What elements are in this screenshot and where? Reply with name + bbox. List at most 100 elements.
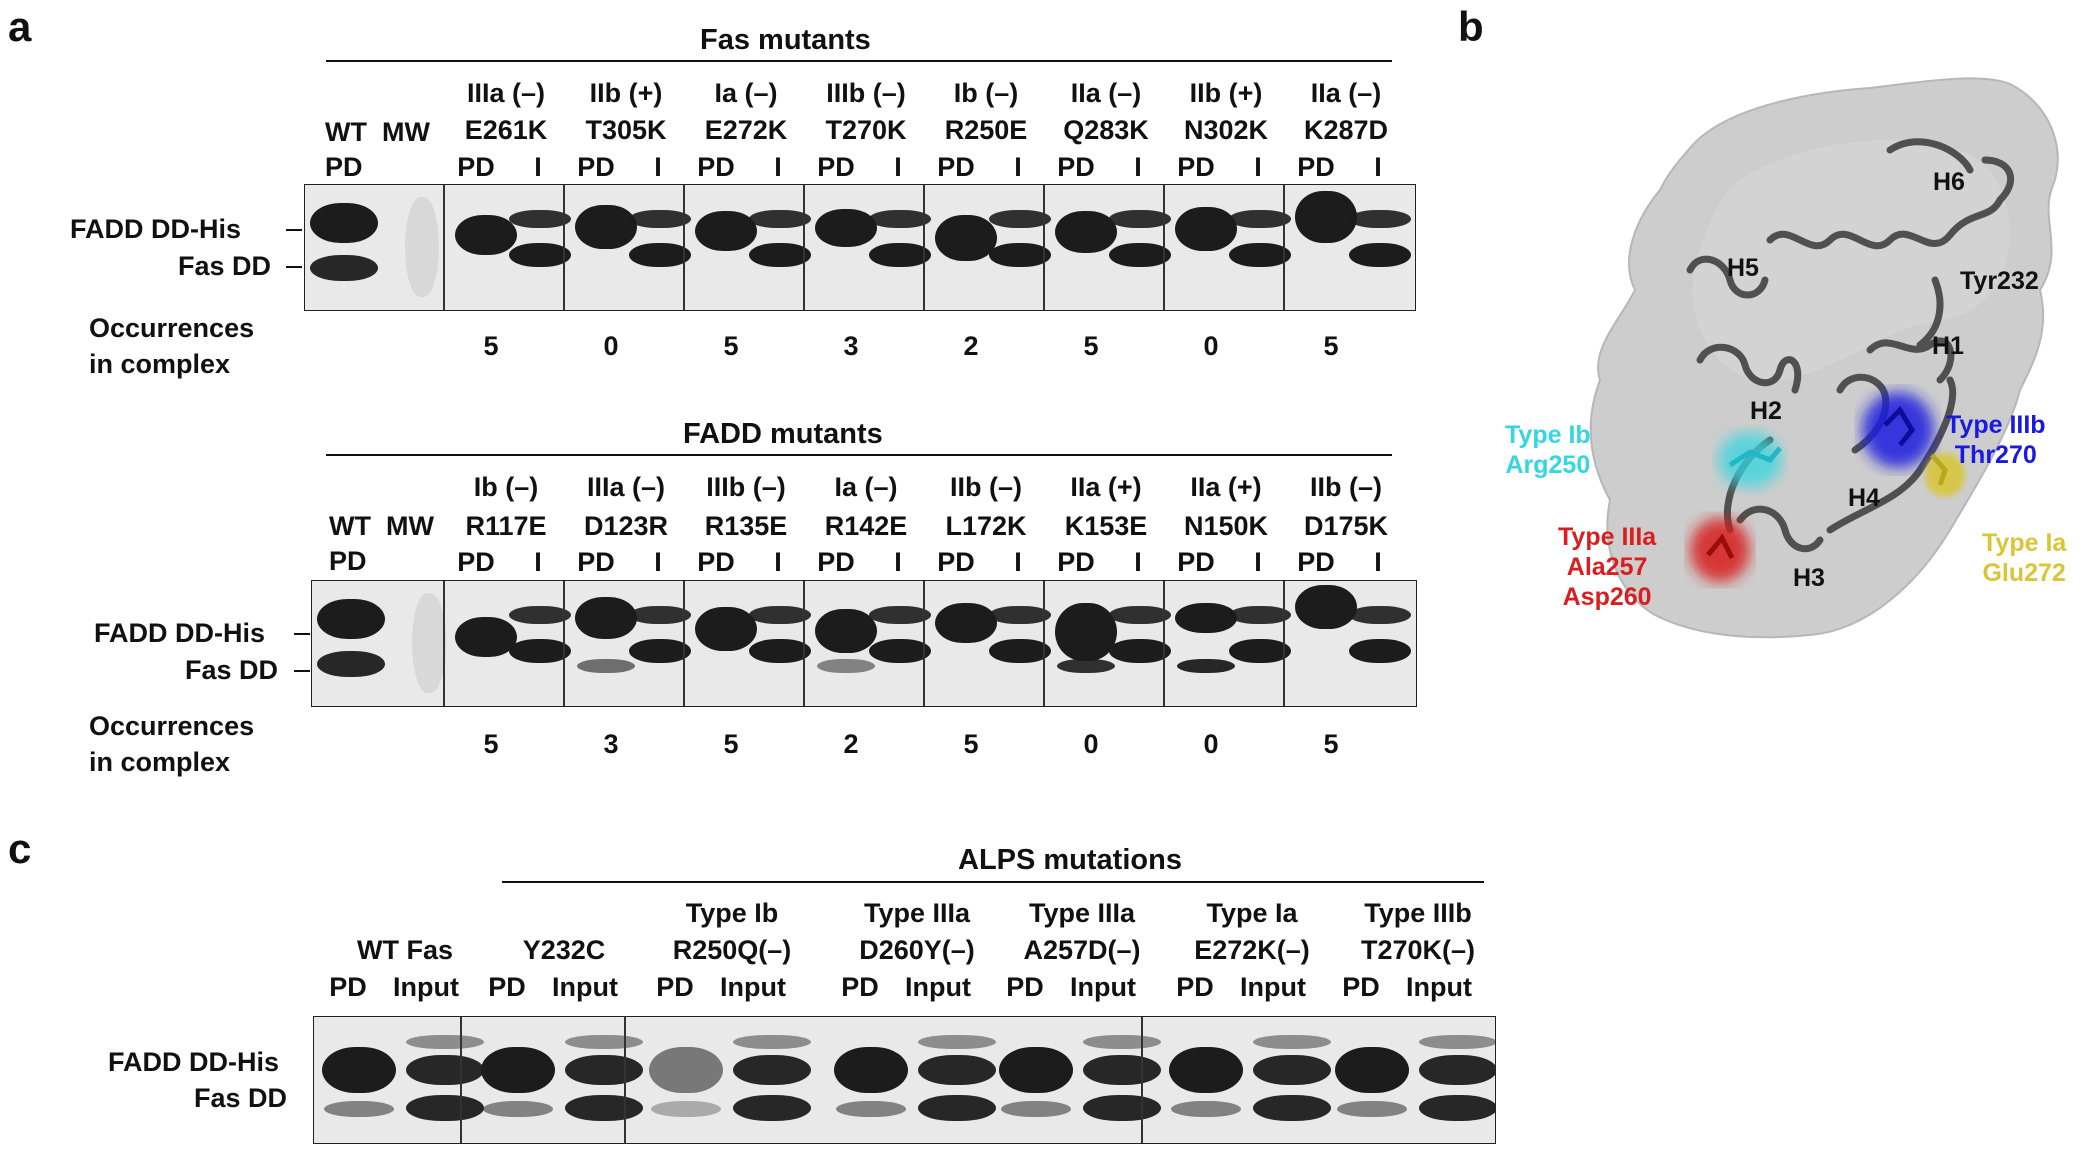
site-label-type-iiib: Type IIIb Thr270 [1946,410,2046,470]
helix-label-h3: H3 [1793,564,1825,592]
fas-lane-6-occurrence: 0 [1203,331,1219,361]
arg250-surface [1718,432,1782,488]
fas-lane-0-type: IIIa (–) [466,78,546,108]
fadd-lane-3-mutation: R142E [824,511,908,541]
fas-lane-4-pd-fadd-band [935,215,997,261]
panel-letter-b: b [1458,3,1484,50]
fadd-lane-3-type: Ia (–) [834,472,898,502]
alps-group-2-type: Type Ib [685,898,779,928]
fadd-lane-2-mutation: R135E [704,511,788,541]
panel-letter-c: c [8,825,32,872]
fadd-wt-pd-label: PD [329,546,367,576]
alps-group-3-type: Type IIIa [863,898,971,928]
fadd-lane-5-occurrence: 0 [1083,729,1099,759]
fadd-lane-6-input-fadd-band [1229,606,1291,624]
alps-group-0-pd: PD [329,972,367,1002]
alps-group-2-input-fas-band [733,1095,811,1121]
fas-lane-7-input-fadd-band [1349,210,1411,228]
alps-group-4-input: Input [1070,972,1136,1002]
panel-letter-a: a [8,3,32,50]
fadd-lane-1-separator [563,581,565,706]
ala257-asp260-surface [1690,518,1750,582]
fas-lane-7-pd: PD [1297,152,1335,182]
fadd-lane-7-occurrence: 5 [1323,729,1339,759]
fadd-lane-2-input-fadd-band [749,606,811,624]
fadd-mw-label: MW [386,511,434,541]
fadd-wt-label: WT [329,511,371,541]
fas-lane-3-separator [803,185,805,310]
alps-group-1-pd-fadd-band [481,1047,555,1093]
fadd-lane-2-input: I [774,547,782,577]
fadd-lane-3-input-fadd-band [869,606,931,624]
alps-group-5-pd-fas-band [1171,1101,1241,1117]
fadd-lane-0-input-fadd-band [509,606,571,624]
fas-fadd-tick [286,229,302,231]
fadd-occ-label-1: Occurrences [89,711,255,741]
fadd-lane-4-input-fas-band [989,639,1051,663]
fadd-lane-4-occurrence: 5 [963,729,979,759]
fadd-lane-5-input-fadd-band [1109,606,1171,624]
fas-lane-4-input-fas-band [989,243,1051,267]
fas-lane-3-input-fas-band [869,243,931,267]
fas-lane-7-input: I [1374,152,1382,182]
fas-lane-5-pd-fadd-band [1055,211,1117,253]
fadd-lane-4-input: I [1014,547,1022,577]
ala257-asp260-sidechain [1706,533,1735,560]
alps-group-0-pd-fadd-band [322,1047,396,1093]
alps-group-6-input: Input [1406,972,1472,1002]
alps-group-0-input-top-band [406,1035,484,1049]
site-type-iiib-line1: Type IIIb [1946,411,2046,439]
alps-group-5-mutation: E272K(–) [1194,935,1310,965]
helix-label-h1: H1 [1932,332,1964,360]
fas-lane-2-input-fas-band [749,243,811,267]
fas-lane-3-input: I [894,152,902,182]
helix-label-h4: H4 [1848,484,1880,512]
fadd-lane-2-separator [683,581,685,706]
fas-lane-7-mutation: K287D [1303,115,1389,145]
fas-wt-label: WT [325,117,367,147]
fas-lane-6-pd: PD [1177,152,1215,182]
alps-group-1-input-fadd-band [565,1055,643,1085]
site-type-ia-line2: Glu272 [1982,559,2066,587]
site-type-ib-line1: Type Ib [1505,421,1591,449]
fas-wt-fas-band [310,255,378,281]
fadd-lane-3-pd-fas-band [817,659,875,673]
fadd-fas-tick [294,670,310,672]
fas-lane-1-type: IIb (+) [589,78,663,108]
fas-lane-7-separator [1283,185,1285,310]
fas-lane-5-input: I [1134,152,1142,182]
alps-group-2-pd-fadd-band [649,1047,723,1093]
fadd-lane-1-pd-fas-band [577,659,635,673]
fas-lane-2-pd-fadd-band [695,211,757,251]
fas-lane-1-occurrence: 0 [603,331,619,361]
fadd-wt-fas-band [317,651,385,677]
alps-group-3-mutation: D260Y(–) [859,935,975,965]
site-type-iiib-line2: Thr270 [1954,441,2037,469]
alps-group-4-pd-fas-band [1001,1101,1071,1117]
alps-group-4-type: Type IIIa [1028,898,1136,928]
fas-lane-5-mutation: Q283K [1063,115,1149,145]
thr270-surface [1862,392,1934,468]
alps-group-3-input-fas-band [918,1095,996,1121]
fadd-lane-6-mutation: N150K [1183,511,1269,541]
fas-lane-6-pd-fadd-band [1175,207,1237,251]
alps-group-4-pd-fadd-band [999,1047,1073,1093]
alps-group-3-input-top-band [918,1035,996,1049]
site-type-ib-line2: Arg250 [1505,451,1591,479]
fadd-lane-0-mutation: R117E [465,511,547,541]
fadd-lane-6-occurrence: 0 [1203,729,1219,759]
fas-occ-label-2: in complex [89,349,231,379]
alps-gel-separator-2 [1141,1017,1143,1143]
fadd-lane-5-separator [1043,581,1045,706]
alps-header: ALPS mutations [958,844,1182,876]
fas-lane-2-separator [683,185,685,310]
fadd-lane-4-input-fadd-band [989,606,1051,624]
fadd-lane-5-input: I [1134,547,1142,577]
fas-lane-1-pd-fadd-band [575,205,637,249]
fadd-marker-lane [412,593,446,693]
alps-group-4-pd: PD [1006,972,1044,1002]
helix-label-h2: H2 [1750,397,1782,425]
site-type-iiia-line1: Type IIIa [1558,523,1657,551]
fadd-lane-4-type: IIb (–) [950,472,1022,502]
fas-lane-7-type: IIa (–) [1310,78,1382,108]
